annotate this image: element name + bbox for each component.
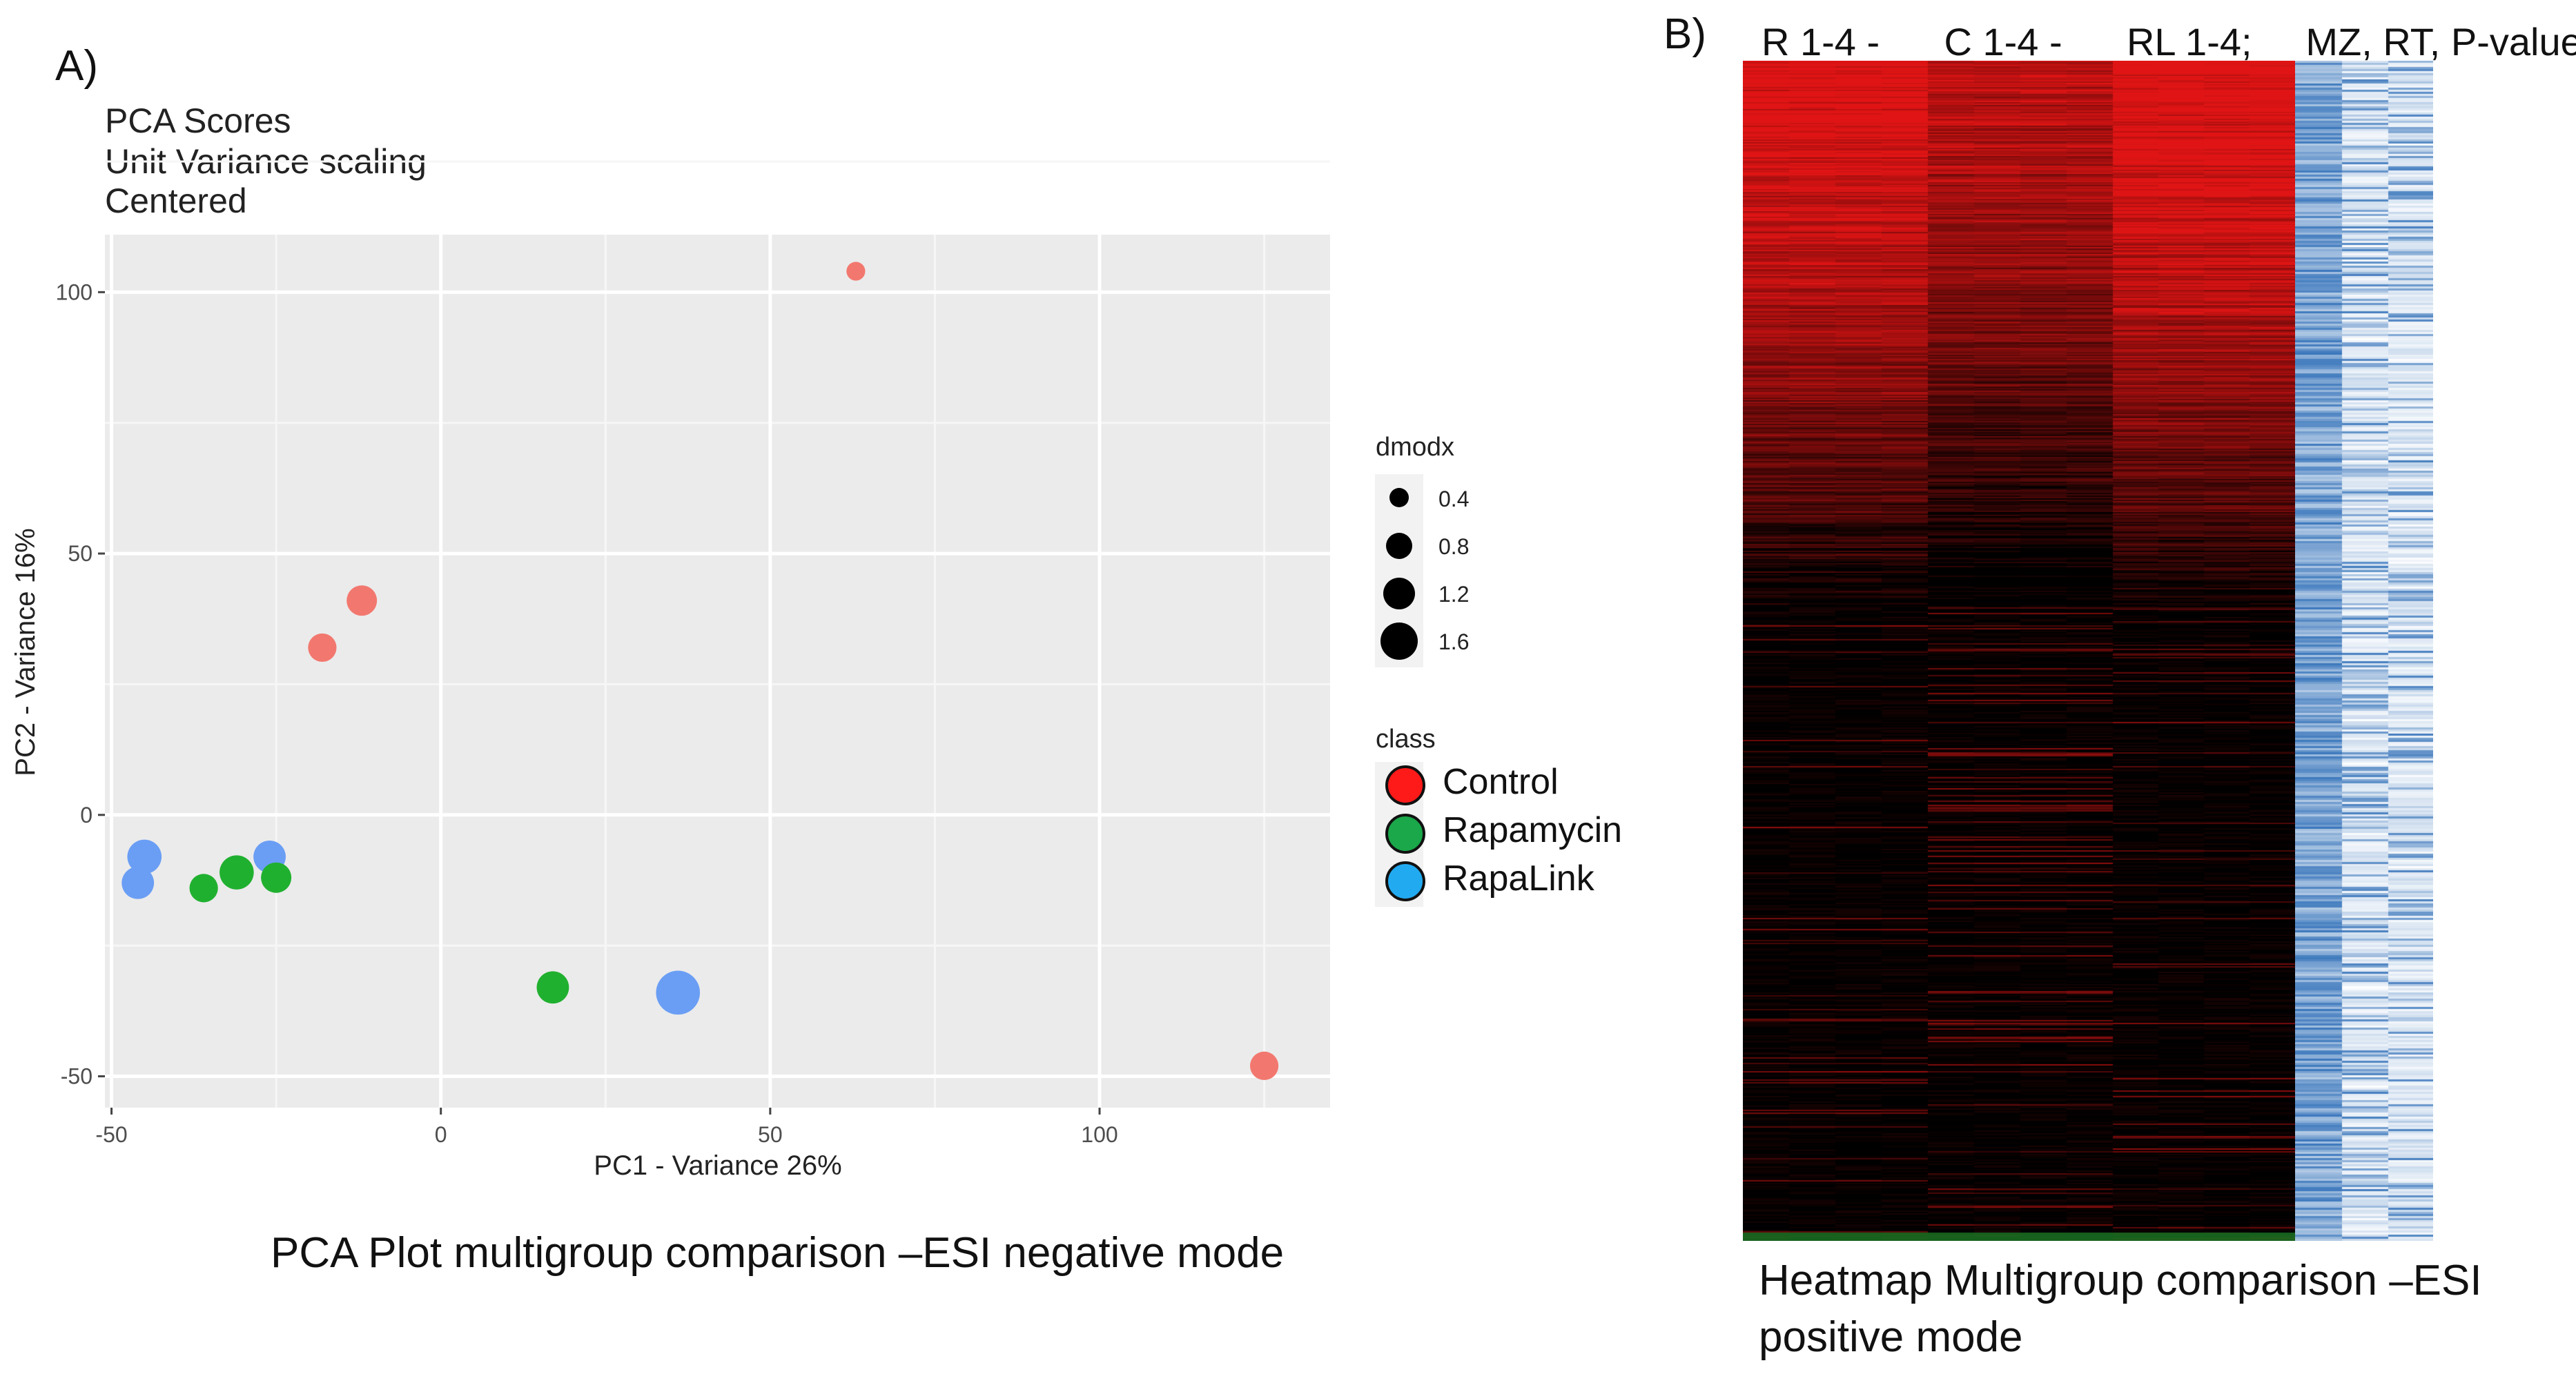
dmodx-label-0: 0.4 — [1438, 487, 1469, 511]
heatmap-caption-line-1: Heatmap Multigroup comparison –ESI — [1759, 1257, 2482, 1304]
pca-point-control — [1249, 1051, 1279, 1081]
y-tick-label: 0 — [80, 803, 92, 827]
pca-y-axis-label: PC2 - Variance 16% — [10, 528, 41, 776]
x-tick-label: 0 — [435, 1122, 447, 1147]
class-label-rapalink: RapaLink — [1443, 859, 1595, 899]
dmodx-label-1: 0.8 — [1438, 534, 1469, 559]
y-tick-label: 100 — [56, 280, 92, 304]
dmodx-key-2 — [1383, 578, 1415, 609]
dmodx-label-2: 1.2 — [1438, 582, 1469, 607]
pca-x-axis-label: PC1 - Variance 26% — [594, 1150, 841, 1181]
class-label-rapamycin: Rapamycin — [1443, 810, 1622, 850]
heatmap-column-header: R 1-4 - C 1-4 - RL 1-4; MZ, RT, P-value — [1762, 20, 2576, 63]
class-key-control — [1385, 765, 1425, 805]
class-key-rapalink — [1385, 861, 1425, 901]
pca-point-control — [347, 585, 378, 616]
panel-a-label: A) — [55, 42, 98, 90]
pca-point-rapamycin — [261, 862, 292, 893]
heatmap-caption-line-2: positive mode — [1759, 1313, 2023, 1361]
pca-point-rapalink — [127, 839, 162, 874]
y-tick-label: 50 — [68, 541, 92, 566]
dmodx-key-1 — [1386, 533, 1412, 559]
pca-point-rapalink — [656, 970, 701, 1015]
pca-point-rapalink — [121, 866, 155, 899]
pca-point-rapamycin — [219, 855, 254, 890]
pca-point-rapamycin — [189, 874, 218, 903]
dmodx-label-3: 1.6 — [1438, 629, 1469, 654]
dmodx-key-0 — [1389, 488, 1409, 507]
class-legend-title: class — [1376, 725, 1436, 754]
dmodx-key-3 — [1380, 623, 1418, 660]
y-tick-label: -50 — [61, 1064, 92, 1089]
pca-point-control — [308, 633, 337, 663]
class-key-rapamycin — [1385, 814, 1425, 854]
pca-scatter-chart: -50 0 50 100 -50 0 50 100 PC1 - Variance 26% P… — [10, 160, 1623, 1181]
pca-subtitle-1: PCA Scores — [105, 101, 291, 140]
pca-subtitle-3: Centered — [105, 182, 247, 220]
pca-y-ticks: -50 0 50 100 — [56, 280, 105, 1089]
heatmap-side-columns — [2295, 61, 2433, 1241]
x-tick-label: 100 — [1081, 1122, 1118, 1147]
heatmap — [1743, 61, 2295, 1241]
dmodx-legend-title: dmodx — [1376, 433, 1454, 462]
pca-point-rapamycin — [536, 971, 569, 1004]
pca-points — [121, 262, 1279, 1081]
panel-b-label: B) — [1663, 10, 1706, 58]
class-label-control: Control — [1443, 762, 1559, 802]
x-tick-label: 50 — [758, 1122, 783, 1147]
pca-x-ticks: -50 0 50 100 — [95, 1108, 1118, 1147]
pca-grid-minor — [105, 160, 1330, 1108]
x-tick-label: -50 — [95, 1122, 127, 1147]
pca-caption: PCA Plot multigroup comparison –ESI nega… — [271, 1229, 1285, 1277]
pca-grid-major — [105, 235, 1330, 1108]
pca-point-control — [846, 262, 866, 281]
pca-plot-background — [105, 235, 1330, 1108]
